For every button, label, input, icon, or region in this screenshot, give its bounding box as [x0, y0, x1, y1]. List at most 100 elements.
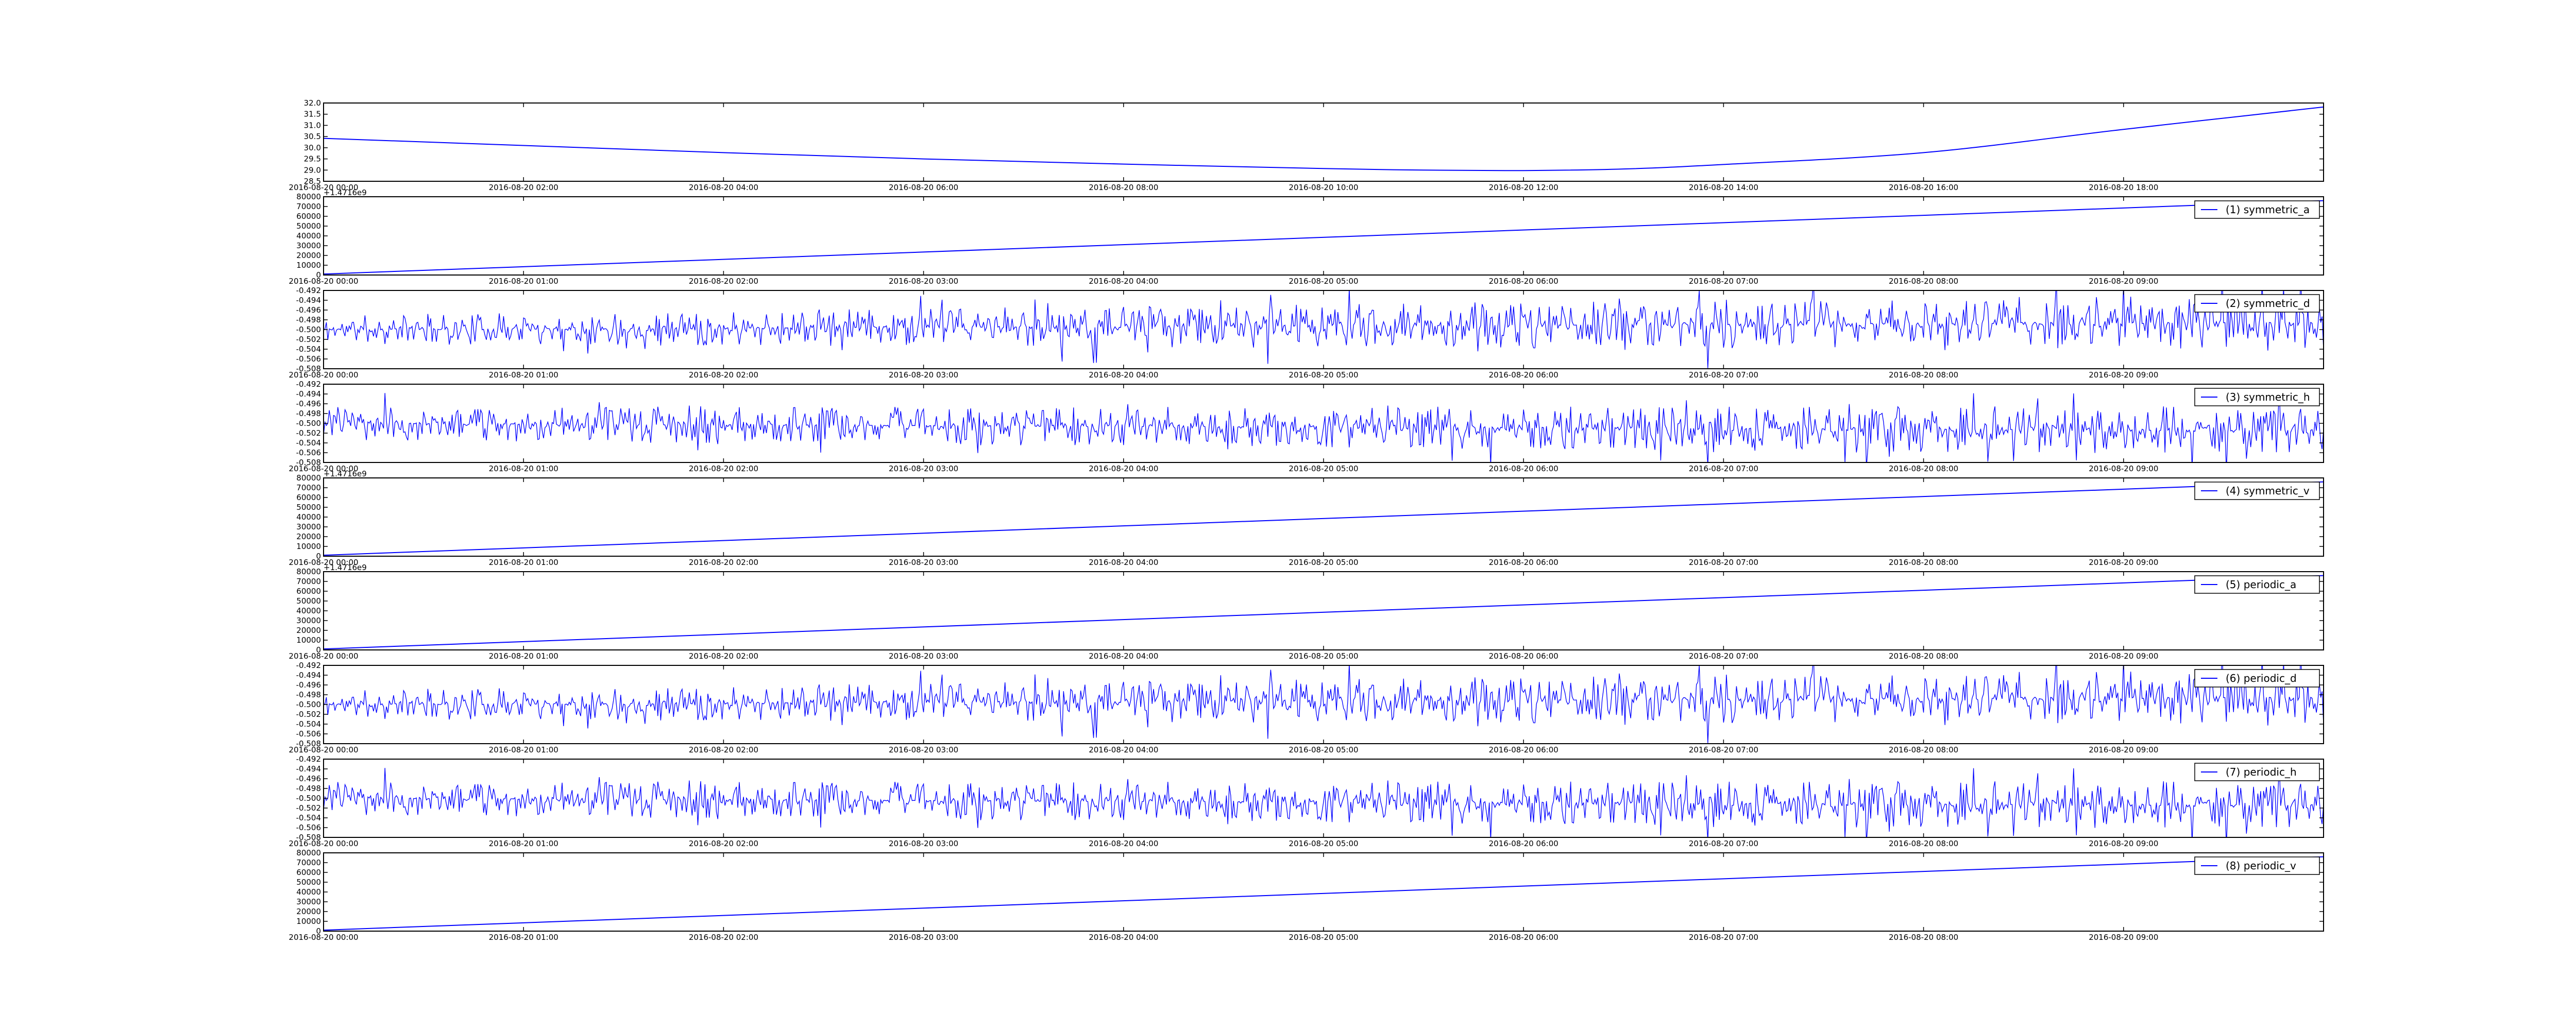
x-tick-label: 2016-08-20 04:00	[689, 183, 758, 192]
y-tick-label: -0.496	[296, 774, 321, 783]
y-tick-label: 30000	[296, 616, 321, 625]
legend-label: (2) symmetric_d	[2226, 297, 2310, 310]
x-tick-label: 2016-08-20 01:00	[489, 651, 558, 661]
series-line	[324, 388, 2324, 462]
axis-offset-label: +1.4716e9	[324, 469, 367, 478]
x-tick-label: 2016-08-20 08:00	[1889, 839, 1958, 848]
x-tick-label: 2016-08-20 04:00	[1089, 464, 1158, 473]
y-tick-label: -0.502	[296, 335, 321, 344]
y-tick-label: -0.506	[296, 729, 321, 739]
legend-label: (4) symmetric_v	[2226, 485, 2310, 497]
y-tick-label: -0.500	[296, 700, 321, 709]
x-tick-label: 2016-08-20 09:00	[2089, 370, 2158, 380]
y-tick-label: -0.504	[296, 438, 321, 448]
y-tick-label: -0.496	[296, 680, 321, 690]
x-tick-label: 2016-08-20 03:00	[889, 933, 958, 942]
y-tick-label: -0.500	[296, 325, 321, 334]
x-tick-label: 2016-08-20 03:00	[889, 277, 958, 286]
x-tick-label: 2016-08-20 05:00	[1289, 839, 1358, 848]
y-tick-label: 32.0	[304, 98, 321, 108]
axis-offset-label: +1.4716e9	[324, 563, 367, 572]
x-tick-label: 2016-08-20 01:00	[489, 277, 558, 286]
legend-label: (5) periodic_a	[2226, 578, 2296, 591]
x-tick-label: 2016-08-20 08:00	[1889, 933, 1958, 942]
x-tick-label: 2016-08-20 04:00	[1089, 558, 1158, 567]
y-tick-label: 60000	[296, 493, 321, 502]
panel-4: -0.508-0.506-0.504-0.502-0.500-0.498-0.4…	[289, 380, 2324, 473]
y-tick-label: 80000	[296, 848, 321, 857]
y-tick-label: -0.494	[296, 389, 321, 399]
y-tick-label: 80000	[296, 567, 321, 576]
y-tick-label: -0.494	[296, 296, 321, 305]
x-tick-label: 2016-08-20 06:00	[1489, 277, 1558, 286]
legend-label: (8) periodic_v	[2226, 860, 2296, 872]
x-tick-label: 2016-08-20 04:00	[1089, 370, 1158, 380]
axis-offset-label: +1.4716e9	[324, 188, 367, 197]
x-tick-label: 2016-08-20 07:00	[1689, 651, 1758, 661]
y-tick-label: 0	[316, 270, 321, 280]
x-tick-label: 2016-08-20 01:00	[489, 370, 558, 380]
x-tick-label: 2016-08-20 06:00	[1489, 558, 1558, 567]
y-tick-label: -0.496	[296, 305, 321, 315]
y-tick-label: 30.5	[304, 132, 321, 141]
x-tick-label: 2016-08-20 02:00	[689, 277, 758, 286]
x-tick-label: 2016-08-20 00:00	[289, 745, 358, 754]
y-tick-label: -0.508	[296, 833, 321, 842]
legend: (6) periodic_d	[2194, 669, 2320, 688]
x-tick-label: 2016-08-20 01:00	[489, 464, 558, 473]
x-tick-label: 2016-08-20 06:00	[1489, 745, 1558, 754]
y-tick-label: 29.0	[304, 165, 321, 175]
panel-3: -0.508-0.506-0.504-0.502-0.500-0.498-0.4…	[289, 286, 2324, 380]
y-tick-label: -0.492	[296, 286, 321, 295]
y-tick-label: -0.498	[296, 315, 321, 324]
x-tick-label: 2016-08-20 03:00	[889, 651, 958, 661]
x-tick-label: 2016-08-20 18:00	[2089, 183, 2158, 192]
legend-label: (6) periodic_d	[2226, 672, 2297, 684]
x-tick-label: 2016-08-20 00:00	[289, 277, 358, 286]
x-tick-label: 2016-08-20 08:00	[1889, 370, 1958, 380]
x-tick-label: 2016-08-20 06:00	[1489, 651, 1558, 661]
legend: (7) periodic_h	[2194, 763, 2320, 781]
y-tick-label: -0.498	[296, 690, 321, 699]
x-tick-label: 2016-08-20 12:00	[1489, 183, 1558, 192]
y-tick-label: 10000	[296, 636, 321, 645]
x-tick-label: 2016-08-20 08:00	[1889, 277, 1958, 286]
x-tick-label: 2016-08-20 08:00	[1889, 745, 1958, 754]
x-tick-label: 2016-08-20 04:00	[1089, 933, 1158, 942]
x-tick-label: 2016-08-20 07:00	[1689, 558, 1758, 567]
y-tick-label: 0	[316, 926, 321, 936]
legend: (3) symmetric_h	[2194, 388, 2320, 406]
y-tick-label: 20000	[296, 251, 321, 260]
x-tick-label: 2016-08-20 04:00	[1089, 651, 1158, 661]
series-line	[324, 575, 2324, 650]
x-tick-label: 2016-08-20 09:00	[2089, 933, 2158, 942]
x-tick-label: 2016-08-20 14:00	[1689, 183, 1758, 192]
y-tick-label: -0.504	[296, 813, 321, 822]
y-tick-label: 40000	[296, 231, 321, 241]
y-tick-label: -0.496	[296, 399, 321, 408]
x-tick-label: 2016-08-20 00:00	[289, 651, 358, 661]
x-tick-label: 2016-08-20 03:00	[889, 839, 958, 848]
y-tick-label: 30000	[296, 897, 321, 906]
y-tick-label: -0.492	[296, 380, 321, 389]
series-line	[324, 856, 2324, 931]
y-tick-label: 80000	[296, 473, 321, 483]
x-tick-label: 2016-08-20 00:00	[289, 464, 358, 473]
x-tick-label: 2016-08-20 07:00	[1689, 277, 1758, 286]
x-tick-label: 2016-08-20 09:00	[2089, 277, 2158, 286]
x-tick-label: 2016-08-20 01:00	[489, 933, 558, 942]
y-tick-label: -0.504	[296, 719, 321, 729]
x-tick-label: 2016-08-20 02:00	[689, 839, 758, 848]
y-tick-label: 0	[316, 645, 321, 655]
panel-2: 0100002000030000400005000060000700008000…	[289, 188, 2324, 286]
x-tick-label: 2016-08-20 07:00	[1689, 370, 1758, 380]
y-tick-label: 40000	[296, 512, 321, 522]
legend: (8) periodic_v	[2194, 856, 2320, 875]
x-tick-label: 2016-08-20 02:00	[689, 558, 758, 567]
y-tick-label: 30000	[296, 522, 321, 531]
y-tick-label: 80000	[296, 192, 321, 201]
x-tick-label: 2016-08-20 00:00	[289, 370, 358, 380]
series-line	[324, 763, 2324, 837]
x-tick-label: 2016-08-20 03:00	[889, 370, 958, 380]
